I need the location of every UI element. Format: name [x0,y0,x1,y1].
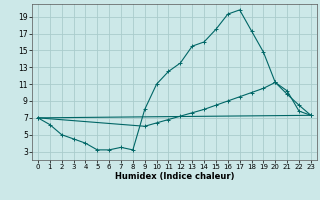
X-axis label: Humidex (Indice chaleur): Humidex (Indice chaleur) [115,172,234,181]
